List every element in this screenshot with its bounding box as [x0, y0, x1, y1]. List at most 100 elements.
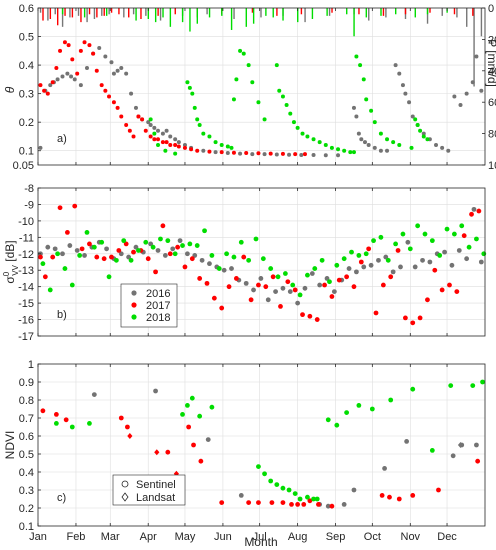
point-2016 [354, 269, 359, 275]
precip-bar-2016 [86, 8, 88, 23]
precip-bar-2016 [77, 8, 80, 16]
point-2018 [246, 63, 251, 68]
precip-bar-2016 [93, 8, 96, 19]
point-2017 [87, 241, 92, 247]
point-2017 [476, 208, 482, 214]
x-tick-label: Dec [437, 531, 457, 543]
point-2017 [91, 51, 96, 56]
point-2017 [219, 150, 224, 155]
point-2016 [124, 71, 129, 76]
point-2016 [103, 54, 108, 59]
point-2017 [380, 282, 386, 288]
precip-bar-2017 [64, 8, 66, 16]
precip-bar-2018 [297, 8, 299, 23]
precip-bar-2016 [441, 8, 443, 16]
point-2018 [238, 239, 244, 245]
precip-bar-2018 [230, 8, 233, 30]
point-2017 [351, 284, 357, 290]
point-2017 [344, 274, 350, 280]
precip-bar-2016 [466, 8, 468, 27]
point-2018 [231, 97, 236, 102]
point-2016 [126, 254, 132, 260]
point-2018 [55, 251, 60, 257]
point-2018 [361, 77, 366, 82]
y-tick-label: -10 [18, 216, 34, 228]
point-2016 [356, 131, 361, 136]
point-2016 [317, 282, 323, 288]
precip-bar-2016 [456, 8, 458, 18]
point-2017 [373, 310, 379, 316]
point-2018 [429, 238, 435, 244]
point-2018 [437, 253, 443, 258]
point-2018 [152, 131, 157, 136]
point-2018 [185, 80, 190, 85]
y-tick-label: -17 [18, 331, 34, 343]
precip-bar-2016 [206, 8, 208, 15]
sentinel-point-2018 [356, 403, 362, 408]
point-2016 [265, 297, 271, 303]
point-2018 [474, 236, 479, 242]
point-2018 [371, 238, 376, 244]
panel-c-legend: Sentinel Landsat [112, 474, 186, 506]
point-2016 [324, 276, 330, 281]
panel-b-chart: -17 -16 -15 -14 -13 -12 -11 -10 -9 -8 b) σ0VV [dB… [2, 183, 487, 343]
point-2018 [238, 48, 243, 53]
point-2018 [207, 134, 212, 139]
point-2018 [421, 134, 426, 139]
sentinel-point-2016 [351, 487, 357, 493]
point-2018 [282, 271, 288, 276]
point-2017 [75, 71, 80, 76]
point-2018 [317, 140, 322, 145]
precip-bar-2018 [265, 8, 267, 16]
point-2018 [158, 236, 163, 242]
precip-bar-2017 [80, 8, 82, 23]
point-2018 [407, 246, 413, 252]
point-2016 [164, 128, 169, 133]
precip-bar-2017 [404, 8, 407, 15]
y-tick-label: 0.7 [19, 413, 34, 425]
sentinel-point-2017 [289, 502, 294, 507]
point-2018 [311, 137, 316, 142]
sentinel-point-2017 [40, 408, 46, 414]
point-2018 [291, 120, 296, 125]
point-2016 [48, 83, 53, 88]
sentinel-point-2018 [297, 496, 303, 502]
precip-bar-2017 [429, 8, 431, 13]
sentinel-point-2018 [197, 413, 203, 419]
precip-bar-2018 [61, 8, 64, 15]
point-2018 [197, 123, 202, 128]
point-2017 [182, 264, 188, 270]
point-2016 [148, 241, 154, 247]
point-2018 [180, 243, 185, 248]
point-2016 [225, 151, 230, 156]
precip-bar-2016 [385, 8, 387, 18]
point-2016 [155, 248, 161, 253]
point-2016 [398, 264, 403, 270]
point-2018 [356, 253, 362, 258]
point-2017 [160, 223, 166, 229]
point-2018 [136, 248, 141, 253]
y-tick-label-min: 0.05 [13, 160, 34, 172]
point-2017 [64, 230, 70, 235]
point-2017 [143, 128, 148, 133]
point-2016 [470, 80, 475, 85]
point-2017 [45, 91, 50, 96]
precip-bar-2017 [96, 8, 98, 18]
precip-bar-2016 [260, 8, 262, 18]
point-2018 [268, 266, 274, 271]
point-2017 [116, 248, 122, 253]
point-2016 [207, 261, 212, 267]
point-2016 [119, 65, 124, 70]
y-right-tick-label: 60 [488, 97, 496, 109]
precip-bar-2018 [154, 8, 157, 23]
point-2017 [123, 241, 129, 247]
point-2017 [156, 137, 161, 142]
point-2018 [354, 54, 359, 59]
x-tick-label: Nov [401, 531, 421, 543]
sentinel-point-2017 [410, 493, 416, 498]
point-2016 [69, 74, 74, 79]
precip-bar-2016 [328, 8, 331, 16]
panel-b-ylabel-unit: [dB] [3, 240, 17, 265]
point-2016 [302, 285, 308, 291]
precip-bar-2018 [147, 8, 150, 19]
